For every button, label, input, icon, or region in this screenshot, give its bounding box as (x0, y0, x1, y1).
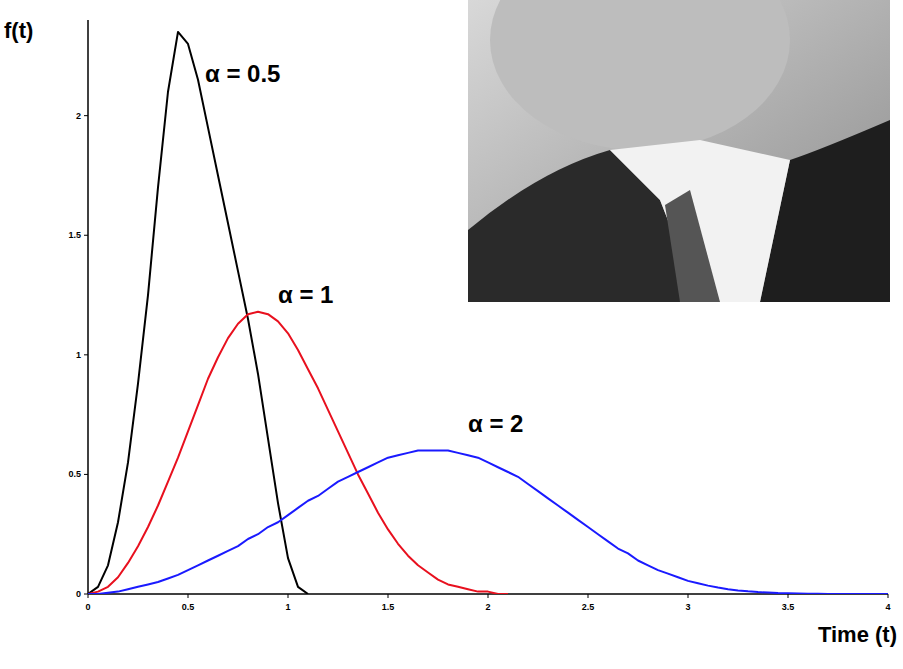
x-tick-label: 4 (885, 602, 890, 612)
x-tick (588, 594, 589, 598)
x-tick-label: 2 (485, 602, 490, 612)
x-tick (388, 594, 389, 598)
x-tick (188, 594, 189, 598)
y-tick-label: 2 (76, 111, 81, 121)
series-label: α = 2 (468, 410, 523, 437)
x-tick-label: 3.5 (782, 602, 795, 612)
y-tick-label: 1.5 (68, 230, 81, 240)
x-tick-label: 0 (85, 602, 90, 612)
series-label: α = 1 (278, 281, 333, 308)
series-line (88, 451, 888, 595)
y-tick-label: 1 (76, 350, 81, 360)
x-tick-label: 0.5 (182, 602, 195, 612)
x-tick-label: 1.5 (382, 602, 395, 612)
x-tick-label: 3 (685, 602, 690, 612)
y-tick (84, 235, 88, 236)
series-line (88, 312, 508, 594)
x-tick (688, 594, 689, 598)
x-tick (288, 594, 289, 598)
x-tick (88, 594, 89, 598)
x-tick (888, 594, 889, 598)
plot-lines (88, 32, 888, 594)
y-tick (84, 354, 88, 355)
x-tick (788, 594, 789, 598)
x-axis-title: Time (t) (818, 622, 897, 647)
y-tick-label: 0 (76, 589, 81, 599)
series-line (88, 32, 308, 594)
y-axis (87, 20, 89, 594)
y-tick (84, 115, 88, 116)
portrait-photo (468, 0, 890, 302)
series-labels: α = 0.5 α = 1 α = 2 (205, 60, 523, 437)
axes: 0 0.5 1 1.5 2 2.5 3 3.5 4 0 0.5 1 1.5 2 (68, 20, 890, 612)
x-tick-label: 2.5 (582, 602, 595, 612)
chart: 0 0.5 1 1.5 2 2.5 3 3.5 4 0 0.5 1 1.5 2 f(t) Time (t) α … (0, 0, 903, 669)
y-tick (84, 474, 88, 475)
series-label: α = 0.5 (205, 60, 280, 87)
x-tick-label: 1 (285, 602, 290, 612)
y-tick-label: 0.5 (68, 469, 81, 479)
x-tick (488, 594, 489, 598)
y-tick (84, 594, 88, 595)
y-axis-title: f(t) (4, 18, 33, 43)
